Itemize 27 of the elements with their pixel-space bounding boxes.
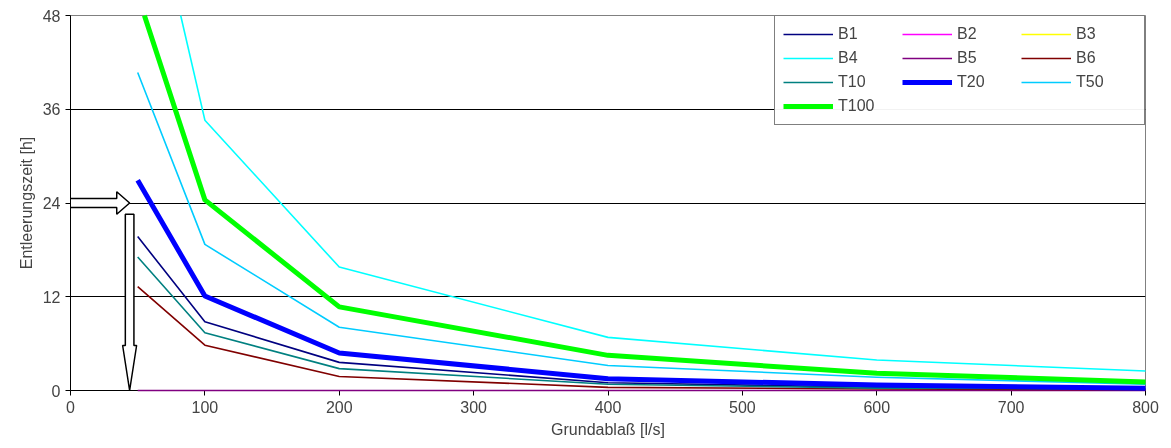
legend-label: B2 — [957, 25, 978, 43]
x-tick-label: 700 — [997, 398, 1025, 416]
legend-label: B5 — [957, 49, 978, 67]
legend-label: B1 — [838, 25, 859, 43]
legend-label: T50 — [1076, 73, 1105, 91]
x-tick-label: 800 — [1132, 398, 1159, 416]
legend-label: B3 — [1076, 25, 1097, 43]
line-series — [136, 71, 1147, 386]
legend-label: T100 — [838, 97, 876, 115]
x-tick-label: 300 — [460, 398, 488, 416]
x-tick-label: 0 — [66, 398, 76, 416]
y-tick-label: 12 — [42, 288, 61, 306]
y-tick-label: 48 — [42, 7, 61, 25]
legend-label: T10 — [838, 73, 867, 91]
legend-label: B6 — [1076, 49, 1097, 67]
legend-label: T20 — [957, 73, 986, 91]
y-axis-title: Entleerungszeit [h] — [17, 136, 35, 270]
x-axis-title: Grundablaß [l/s] — [551, 420, 665, 438]
x-tick-label: 400 — [594, 398, 622, 416]
x-tick-label: 600 — [863, 398, 891, 416]
x-tick-label: 100 — [191, 398, 219, 416]
x-tick-label: 500 — [729, 398, 756, 416]
y-tick-label: 24 — [42, 195, 61, 212]
x-tick-label: 200 — [325, 398, 353, 416]
y-tick-label: 0 — [51, 382, 61, 400]
legend-label: B4 — [838, 49, 859, 67]
y-tick-label: 36 — [42, 101, 61, 119]
